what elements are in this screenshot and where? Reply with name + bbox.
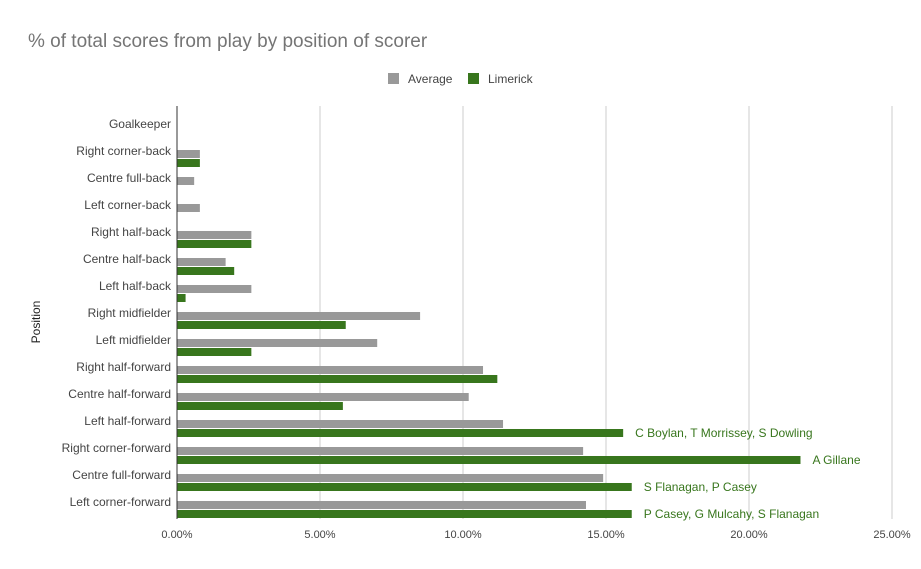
- x-tick-labels: 0.00% 5.00% 10.00% 15.00% 20.00% 25.00%: [161, 529, 910, 541]
- bar-limerick: [177, 375, 498, 383]
- category-label: Centre full-back: [87, 171, 172, 185]
- category-label: Right midfielder: [88, 306, 171, 320]
- annotation-label: C Boylan, T Morrissey, S Dowling: [635, 426, 812, 440]
- y-axis-title: Position: [29, 301, 43, 344]
- category-label: Centre half-forward: [68, 387, 171, 401]
- bar-limerick: [177, 267, 235, 275]
- bar-average: [177, 339, 378, 347]
- annotation-label: S Flanagan, P Casey: [644, 480, 757, 494]
- bar-average: [177, 474, 604, 482]
- legend: Average Limerick: [388, 72, 534, 86]
- bar-average: [177, 501, 586, 509]
- bar-limerick: [177, 402, 343, 410]
- bar-limerick: [177, 240, 252, 248]
- bar-average: [177, 312, 421, 320]
- x-tick-label: 20.00%: [730, 529, 768, 541]
- x-tick-label: 0.00%: [161, 529, 192, 541]
- category-label: Right half-forward: [76, 360, 171, 374]
- bar-limerick: [177, 510, 632, 518]
- bar-limerick: [177, 294, 186, 302]
- bar-limerick: [177, 429, 624, 437]
- category-label: Left corner-back: [84, 198, 172, 212]
- x-tick-label: 10.00%: [444, 529, 482, 541]
- x-tick-label: 5.00%: [304, 529, 335, 541]
- annotation-label: P Casey, G Mulcahy, S Flanagan: [644, 507, 819, 521]
- bar-average: [177, 258, 226, 266]
- bar-limerick: [177, 483, 632, 491]
- bars: [177, 150, 801, 518]
- legend-label-limerick: Limerick: [488, 72, 534, 86]
- category-label: Left half-back: [99, 279, 172, 293]
- category-label: Left corner-forward: [70, 495, 171, 509]
- bar-limerick: [177, 321, 346, 329]
- category-label: Centre half-back: [83, 252, 172, 266]
- bar-average: [177, 150, 200, 158]
- x-tick-label: 15.00%: [587, 529, 625, 541]
- category-label: Right corner-forward: [62, 441, 171, 455]
- chart-title: % of total scores from play by position …: [28, 31, 428, 52]
- bar-average: [177, 447, 584, 455]
- x-tick-label: 25.00%: [873, 529, 911, 541]
- bar-average: [177, 285, 252, 293]
- bar-average: [177, 177, 195, 185]
- bar-average: [177, 204, 200, 212]
- bar-limerick: [177, 456, 801, 464]
- bar-average: [177, 420, 504, 428]
- legend-swatch-average: [388, 73, 399, 84]
- category-labels: Goalkeeper Right corner-back Centre full-b…: [62, 117, 172, 509]
- bar-average: [177, 393, 469, 401]
- category-label: Right half-back: [91, 225, 172, 239]
- bar-limerick: [177, 159, 200, 167]
- category-label: Left half-forward: [84, 414, 171, 428]
- annotation-label: A Gillane: [812, 453, 860, 467]
- bar-average: [177, 231, 252, 239]
- category-label: Left midfielder: [96, 333, 171, 347]
- legend-label-average: Average: [408, 72, 453, 86]
- category-label: Right corner-back: [76, 144, 172, 158]
- category-label: Centre full-forward: [72, 468, 171, 482]
- bar-average: [177, 366, 484, 374]
- legend-swatch-limerick: [468, 73, 479, 84]
- category-label: Goalkeeper: [109, 117, 171, 131]
- bar-limerick: [177, 348, 252, 356]
